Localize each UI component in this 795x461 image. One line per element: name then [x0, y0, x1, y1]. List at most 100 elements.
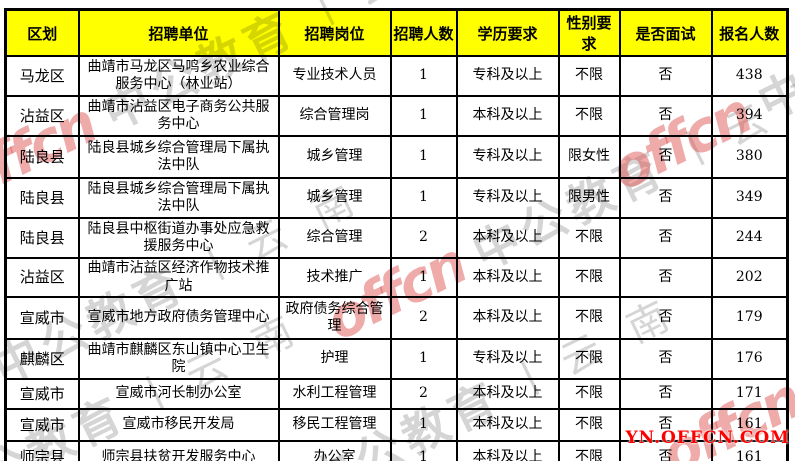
- cell-gender: 不限: [557, 378, 621, 410]
- cell-openings: 2: [389, 296, 458, 340]
- cell-district: 陆良县: [4, 217, 80, 259]
- cell-applicants: 179: [710, 296, 789, 340]
- cell-gender: 不限: [557, 440, 621, 461]
- cell-applicants: 380: [710, 135, 789, 179]
- cell-district: 师宗县: [4, 440, 80, 461]
- cell-position: 综合管理: [277, 217, 392, 259]
- cell-district: 宣威市: [4, 378, 80, 410]
- cell-employer: 曲靖市麒麟区东山镇中心卫生院: [77, 338, 280, 380]
- cell-position: 技术推广: [277, 257, 392, 298]
- table-row: 陆良县 陆良县城乡综合管理局下属执法中队 城乡管理 1 专科及以上 限男性否 349: [4, 177, 789, 219]
- cell-education: 本科及以上: [455, 440, 560, 461]
- table-row: 麒麟区 曲靖市麒麟区东山镇中心卫生院 护理 1 专科及以上 不限否 176: [4, 338, 789, 380]
- cell-gender: 不限: [557, 257, 621, 298]
- cell-employer: 陆良县中枢街道办事处应急救援服务中心: [77, 217, 280, 259]
- column-header-employer: 招聘单位: [77, 8, 280, 57]
- recruitment-table: 区划 招聘单位 招聘岗位 招聘人数 学历要求 性别要求 是否面试 报名人数 马龙…: [4, 8, 789, 461]
- cell-gender: 不限: [557, 408, 621, 442]
- table-row: 沾益区 曲靖市沾益区经济作物技术推广站 技术推广 1 本科及以上 不限否 202: [4, 257, 789, 298]
- cell-openings: 2: [389, 217, 458, 259]
- cell-interview: 否: [618, 296, 713, 340]
- cell-applicants: 161: [710, 440, 789, 461]
- cell-interview: 否: [618, 338, 713, 380]
- cell-openings: 1: [389, 408, 458, 442]
- cell-interview: 否: [618, 257, 713, 298]
- table-row: 马龙区 曲靖市马龙区马鸣乡农业综合服务中心（林业站） 专业技术人员 1 专科及以上 不限否…: [4, 55, 789, 97]
- table-row: 陆良县 陆良县中枢街道办事处应急救援服务中心 综合管理 2 本科及以上 不限否 244: [4, 217, 789, 259]
- cell-education: 专科及以上: [455, 55, 560, 97]
- table-body: 马龙区 曲靖市马龙区马鸣乡农业综合服务中心（林业站） 专业技术人员 1 专科及以上 不限否…: [4, 55, 789, 461]
- table-row: 陆良县 陆良县城乡综合管理局下属执法中队 城乡管理 1 专科及以上 限女性否 380: [4, 135, 789, 179]
- table-row: 宣威市 宣威市地方政府债务管理中心 政府债务综合管理 2 本科及以上 不限否 179: [4, 296, 789, 340]
- cell-gender: 限女性: [557, 135, 621, 179]
- cell-district: 沾益区: [4, 257, 80, 298]
- cell-district: 沾益区: [4, 95, 80, 137]
- cell-applicants: 349: [710, 177, 789, 219]
- cell-applicants: 394: [710, 95, 789, 137]
- cell-openings: 1: [389, 95, 458, 137]
- cell-interview: 否: [618, 408, 713, 442]
- cell-position: 护理: [277, 338, 392, 380]
- table-row: 沾益区 曲靖市沾益区电子商务公共服务中心 综合管理岗 1 本科及以上 不限否 394: [4, 95, 789, 137]
- cell-position: 综合管理岗: [277, 95, 392, 137]
- cell-district: 陆良县: [4, 135, 80, 179]
- cell-education: 本科及以上: [455, 217, 560, 259]
- cell-interview: 否: [618, 440, 713, 461]
- cell-applicants: 202: [710, 257, 789, 298]
- table-header-row: 区划 招聘单位 招聘岗位 招聘人数 学历要求 性别要求 是否面试 报名人数: [4, 8, 789, 57]
- cell-education: 本科及以上: [455, 408, 560, 442]
- cell-openings: 1: [389, 135, 458, 179]
- cell-district: 陆良县: [4, 177, 80, 219]
- cell-applicants: 244: [710, 217, 789, 259]
- cell-openings: 1: [389, 55, 458, 97]
- cell-openings: 1: [389, 440, 458, 461]
- site-url-watermark: YN.OFFCN.COM: [625, 428, 790, 448]
- cell-interview: 否: [618, 217, 713, 259]
- cell-position: 城乡管理: [277, 135, 392, 179]
- cell-education: 本科及以上: [455, 296, 560, 340]
- cell-gender: 不限: [557, 95, 621, 137]
- cell-interview: 否: [618, 378, 713, 410]
- cell-interview: 否: [618, 177, 713, 219]
- cell-employer: 曲靖市沾益区电子商务公共服务中心: [77, 95, 280, 137]
- column-header-openings: 招聘人数: [389, 8, 458, 57]
- cell-position: 城乡管理: [277, 177, 392, 219]
- cell-district: 麒麟区: [4, 338, 80, 380]
- cell-education: 专科及以上: [455, 135, 560, 179]
- cell-employer: 陆良县城乡综合管理局下属执法中队: [77, 135, 280, 179]
- cell-employer: 曲靖市沾益区经济作物技术推广站: [77, 257, 280, 298]
- table-row: 师宗县 师宗县扶贫开发服务中心 办公室 1 本科及以上 不限否 161: [4, 440, 789, 461]
- cell-employer: 曲靖市马龙区马鸣乡农业综合服务中心（林业站）: [77, 55, 280, 97]
- cell-applicants: 171: [710, 378, 789, 410]
- column-header-applicants: 报名人数: [710, 8, 789, 57]
- cell-interview: 否: [618, 135, 713, 179]
- table-row: 宣威市 宣威市河长制办公室 水利工程管理 2 本科及以上 不限否 171: [4, 378, 789, 410]
- cell-education: 本科及以上: [455, 257, 560, 298]
- cell-education: 专科及以上: [455, 177, 560, 219]
- column-header-district: 区划: [4, 8, 80, 57]
- column-header-position: 招聘岗位: [277, 8, 392, 57]
- cell-position: 移民工程管理: [277, 408, 392, 442]
- cell-employer: 宣威市河长制办公室: [77, 378, 280, 410]
- cell-employer: 宣威市地方政府债务管理中心: [77, 296, 280, 340]
- table-row: 宣威市 宣威市移民开发局 移民工程管理 1 本科及以上 不限否 161: [4, 408, 789, 442]
- cell-employer: 陆良县城乡综合管理局下属执法中队: [77, 177, 280, 219]
- column-header-interview: 是否面试: [618, 8, 713, 57]
- cell-gender: 不限: [557, 217, 621, 259]
- cell-position: 办公室: [277, 440, 392, 461]
- column-header-education: 学历要求: [455, 8, 560, 57]
- cell-district: 宣威市: [4, 296, 80, 340]
- cell-employer: 宣威市移民开发局: [77, 408, 280, 442]
- cell-district: 宣威市: [4, 408, 80, 442]
- cell-interview: 否: [618, 95, 713, 137]
- cell-gender: 不限: [557, 338, 621, 380]
- cell-gender: 不限: [557, 55, 621, 97]
- cell-applicants: 176: [710, 338, 789, 380]
- cell-education: 专科及以上: [455, 338, 560, 380]
- cell-openings: 1: [389, 338, 458, 380]
- cell-position: 政府债务综合管理: [277, 296, 392, 340]
- cell-employer: 师宗县扶贫开发服务中心: [77, 440, 280, 461]
- cell-position: 水利工程管理: [277, 378, 392, 410]
- cell-applicants: 161: [710, 408, 789, 442]
